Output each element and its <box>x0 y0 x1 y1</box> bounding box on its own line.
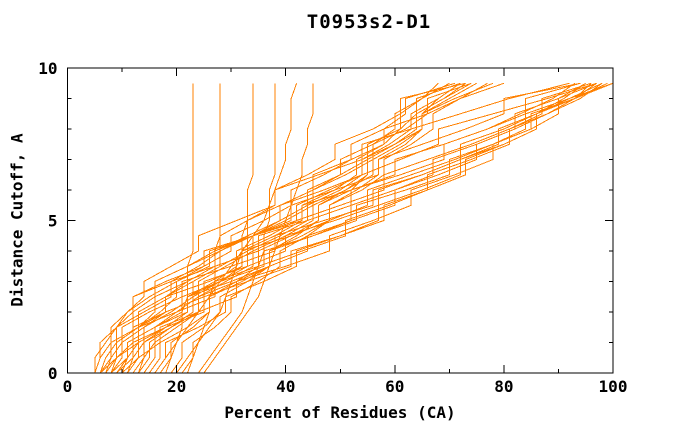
model-curve-28 <box>127 82 461 374</box>
model-curve-33 <box>94 82 570 374</box>
x-tick-label: 60 <box>385 377 404 396</box>
model-curve-27 <box>116 82 466 374</box>
model-curve-29 <box>137 82 472 374</box>
model-curve-15 <box>127 82 461 374</box>
model-curve-11 <box>121 82 455 374</box>
y-axis-label: Distance Cutoff, A <box>7 133 27 307</box>
x-tick-label: 80 <box>494 377 513 396</box>
x-tick-label: 100 <box>599 377 628 396</box>
x-axis-label: Percent of Residues (CA) <box>224 403 456 422</box>
y-tick-label: 5 <box>48 212 58 231</box>
model-curve-20 <box>197 83 276 374</box>
x-tick-label: 40 <box>276 377 295 396</box>
model-curve-36 <box>154 82 597 374</box>
x-tick-label: 0 <box>63 377 73 396</box>
model-curve-26 <box>105 82 586 374</box>
model-curve-31 <box>170 82 466 374</box>
model-curve-34 <box>110 82 581 374</box>
model-curve-14 <box>148 82 488 374</box>
model-curve-18 <box>187 83 221 374</box>
tick-labels: 0 20 40 60 80 100 0 5 10 <box>38 59 627 396</box>
axis-ticks <box>67 67 614 374</box>
y-tick-label: 0 <box>48 364 58 383</box>
model-curve-32 <box>181 82 461 374</box>
model-curve-3 <box>94 82 592 374</box>
model-curve-25 <box>116 82 614 374</box>
x-tick-label: 20 <box>167 377 186 396</box>
model-curve-19 <box>176 83 254 374</box>
model-curve-17 <box>165 83 194 374</box>
chart-title: T0953s2-D1 <box>306 11 432 33</box>
model-curve-35 <box>132 82 586 374</box>
y-tick-label: 10 <box>38 59 57 78</box>
model-curve-4 <box>105 82 603 374</box>
model-curve-24 <box>99 82 576 374</box>
model-curve-10 <box>132 82 494 374</box>
model-curves <box>94 82 614 374</box>
model-curve-21 <box>154 83 298 374</box>
